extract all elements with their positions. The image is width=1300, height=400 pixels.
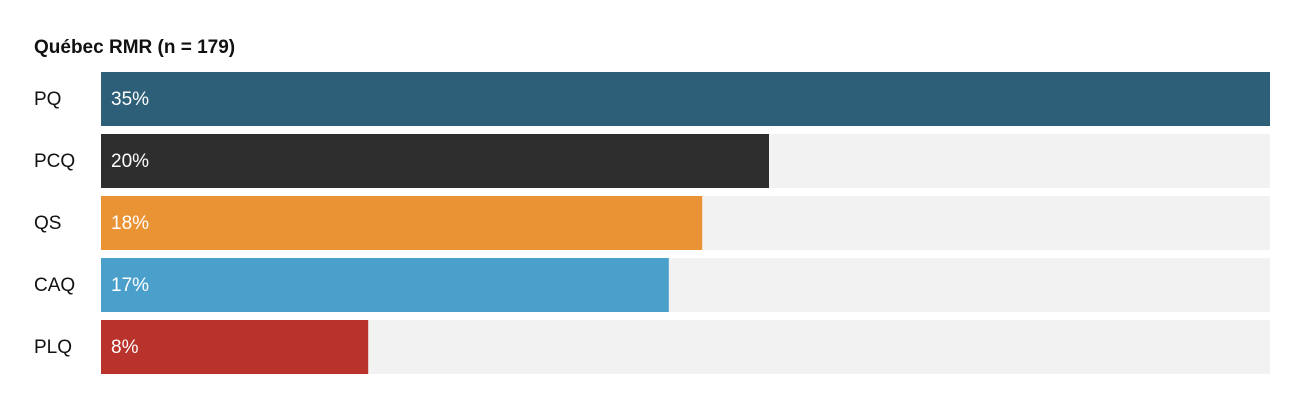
value-label: 35% (111, 89, 149, 110)
bar (101, 258, 669, 312)
value-label: 8% (111, 337, 139, 358)
category-label: PLQ (34, 337, 72, 358)
bar (101, 134, 769, 188)
bar (101, 196, 703, 250)
category-label: QS (34, 213, 61, 234)
value-label: 17% (111, 275, 149, 296)
value-label: 18% (111, 213, 149, 234)
value-label: 20% (111, 151, 149, 172)
bar (101, 72, 1270, 126)
category-label: CAQ (34, 275, 75, 296)
bar (101, 320, 369, 374)
category-label: PCQ (34, 151, 75, 172)
category-label: PQ (34, 89, 61, 110)
chart-title: Québec RMR (n = 179) (34, 37, 235, 58)
